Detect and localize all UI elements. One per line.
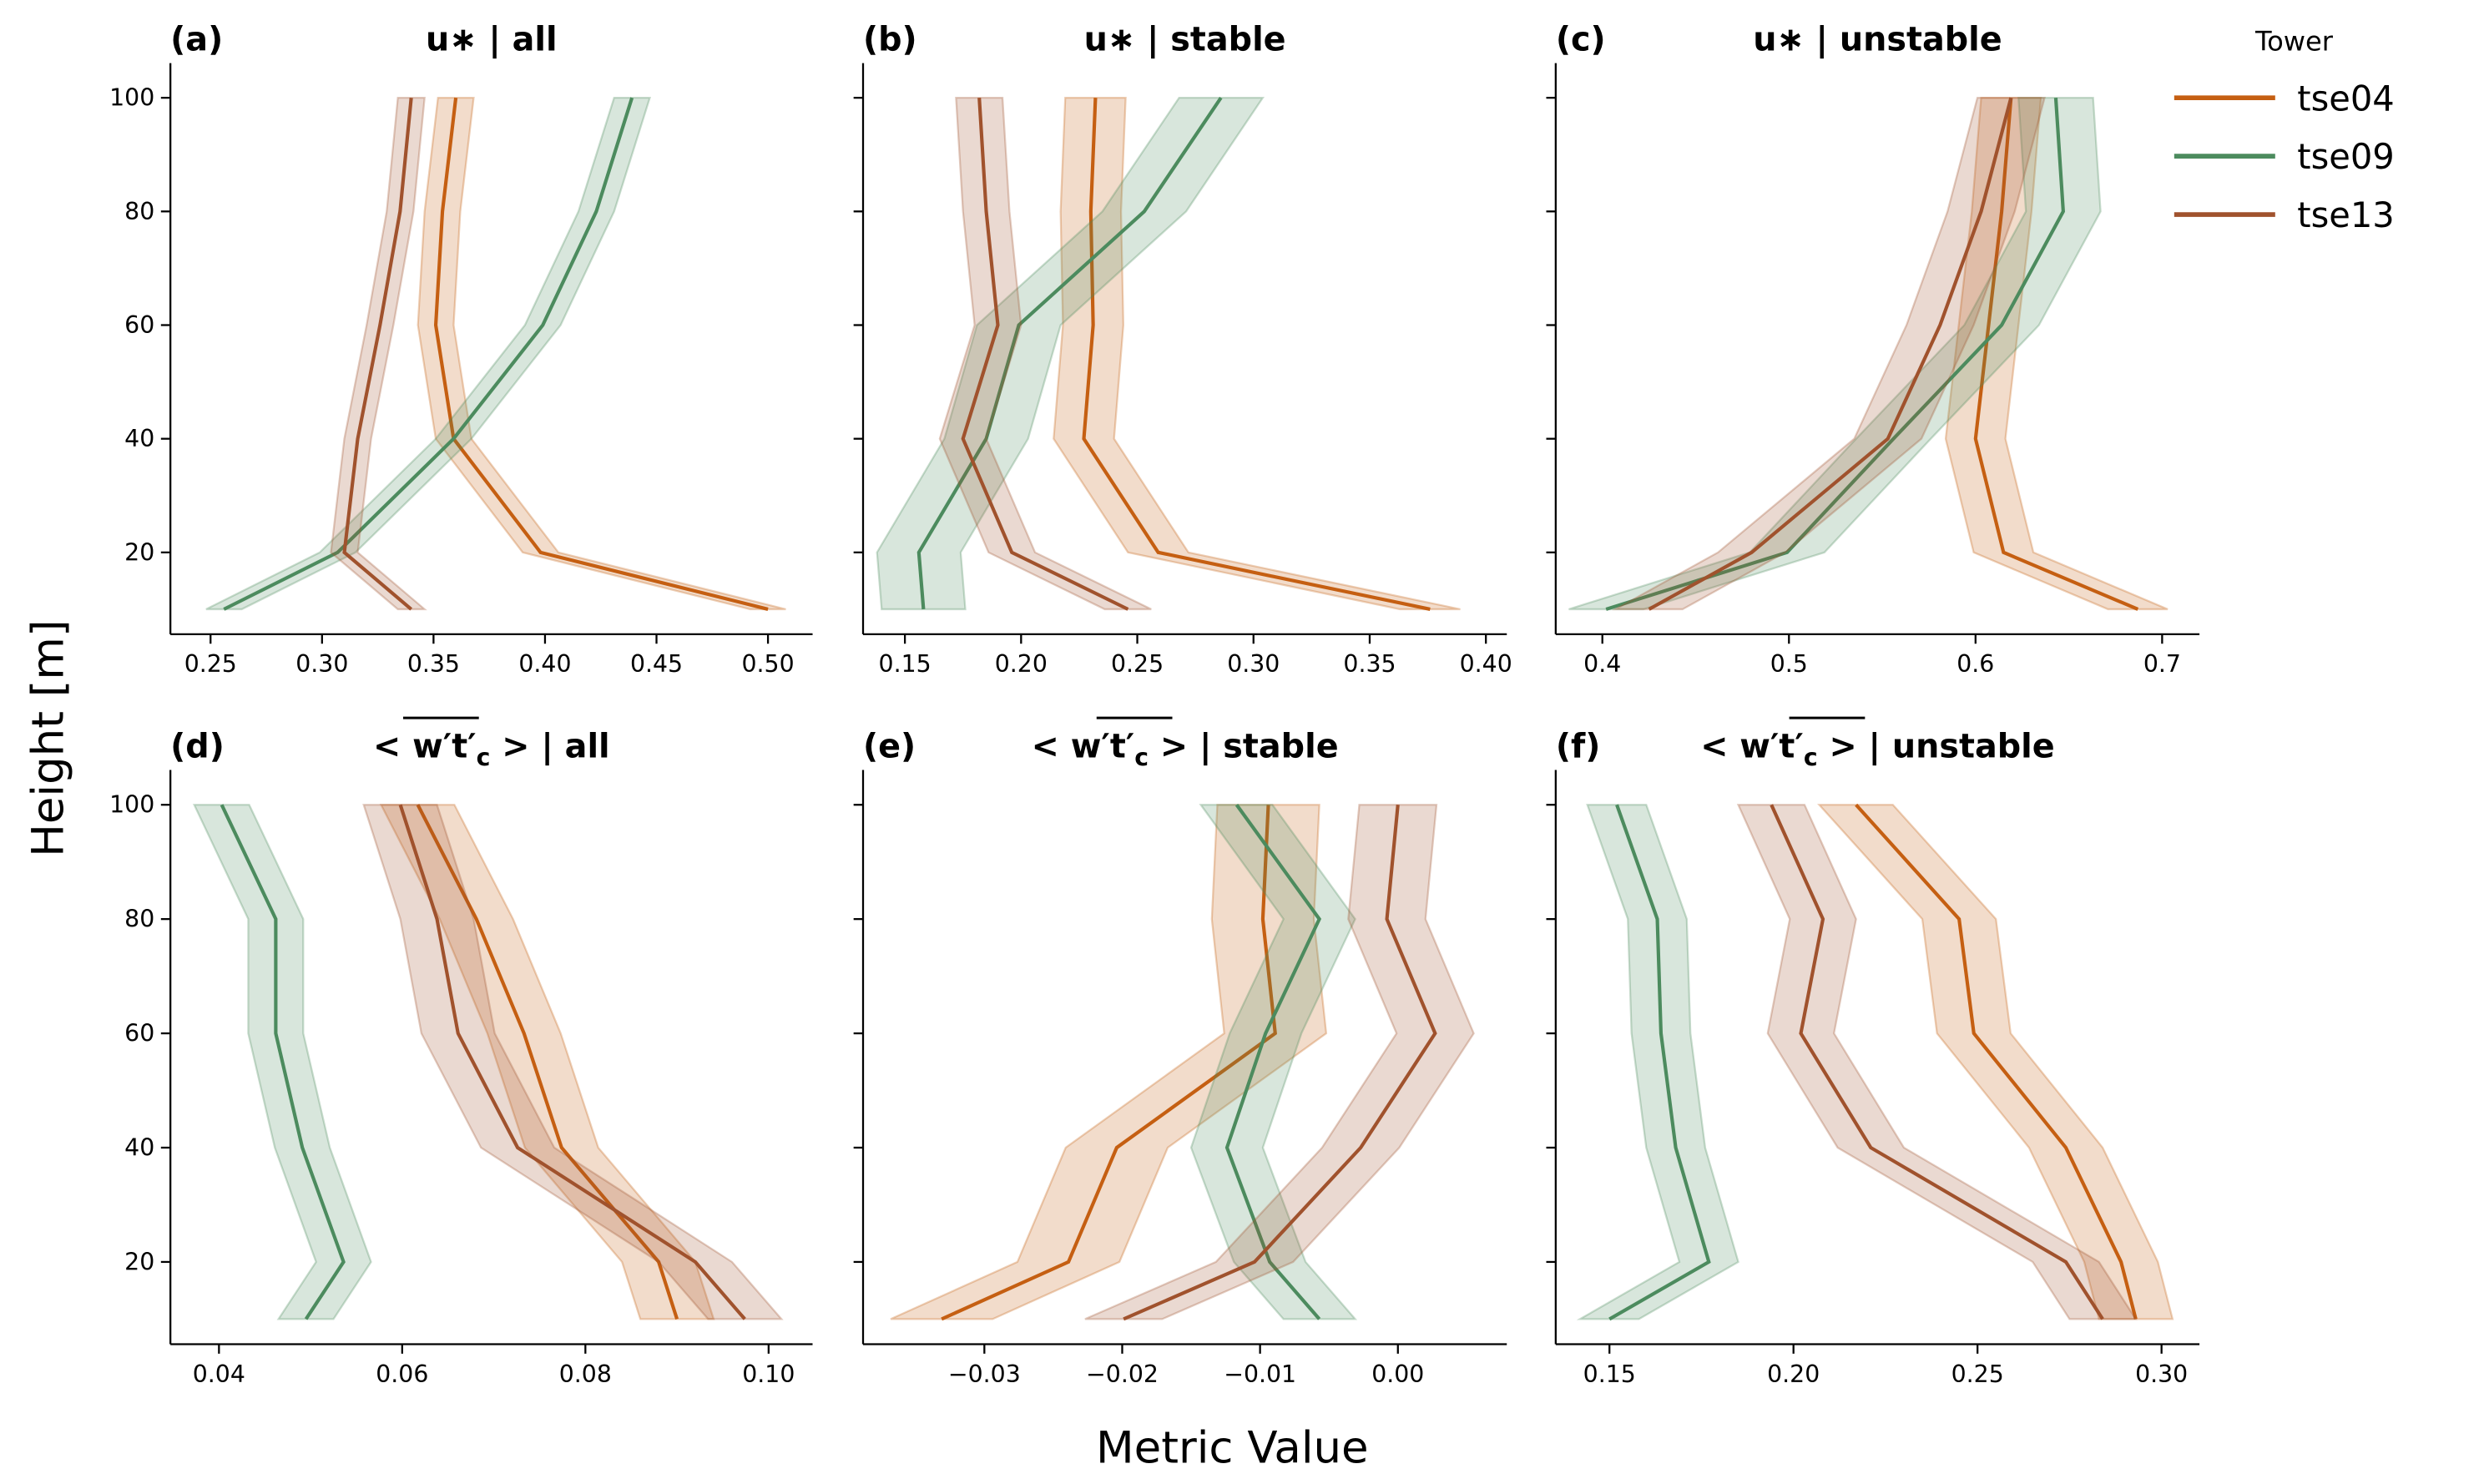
ci-band-tse04 [379,804,715,1320]
x-tick-label: 0.30 [295,650,348,678]
series-line-tse04 [941,805,1277,1321]
ci-band-tse09 [205,97,652,611]
x-tick-label: 0.30 [2135,1360,2188,1388]
panel-f: 0.15 0.20 0.25 0.30 (f) < w′t′c > | unstable [1546,716,2200,1388]
y-tick-label: 100 [109,791,154,819]
x-tick-label: 0.15 [879,650,932,678]
series-line-tse13 [1770,804,2104,1320]
legend-item-tse13: tse13 [2174,194,2395,235]
panel-title: < w′t′c > | unstable [1700,727,2055,770]
legend-title: Tower [2254,25,2334,57]
y-tick-label: 100 [109,84,154,112]
ci-band-tse13 [362,804,784,1320]
y-tick-label: 20 [124,538,154,566]
x-tick-label: 0.4 [1583,650,1621,678]
panel-a: 0.25 0.30 0.35 0.40 0.45 0.50 20 40 60 80 100 (a) u∗… [109,20,813,678]
series-line-tse09 [223,97,634,611]
panel-label: (e) [863,727,916,765]
series-line-tse13 [342,97,413,611]
panel-label: (a) [170,20,223,58]
x-tick-label: −0.01 [1224,1360,1296,1388]
ci-band-tse13 [1084,804,1475,1320]
legend: Tower tse04 tse09 tse13 [2174,25,2395,235]
y-tick-label: 60 [124,1020,154,1047]
ci-band-tse04 [417,97,786,611]
y-axis-label: Height [m] [23,619,74,857]
x-tick-label: 0.7 [2143,650,2181,678]
panel-label: (c) [1556,20,1606,58]
x-tick-label: 0.25 [1111,650,1164,678]
panels: 0.25 0.30 0.35 0.40 0.45 0.50 20 40 60 80 100 (a) u∗… [109,20,2200,1388]
x-tick-label: 0.6 [1956,650,1994,678]
y-tick-label: 80 [124,198,154,225]
x-tick-label: 0.20 [995,650,1048,678]
series-line-tse09 [220,804,346,1320]
ci-band-tse09 [1576,804,1739,1320]
panel-title: u∗ | all [426,20,558,58]
panel-label: (d) [170,727,225,765]
x-tick-label: 0.10 [742,1360,795,1388]
y-tick-label: 80 [124,906,154,933]
x-axis-label: Metric Value [1096,1422,1369,1473]
x-tick-label: 0.04 [193,1360,245,1388]
legend-label: tse09 [2297,136,2394,177]
x-tick-label: 0.20 [1767,1360,1820,1388]
panel-label: (f) [1556,727,1601,765]
x-tick-label: 0.45 [630,650,683,678]
x-tick-label: 0.08 [559,1360,612,1388]
series-line-tse04 [1855,803,2138,1320]
panel-title: u∗ | stable [1084,20,1286,58]
legend-label: tse04 [2297,78,2394,119]
series-line-tse04 [1082,98,1431,611]
panel-b: 0.15 0.20 0.25 0.30 0.35 0.40 (b) u∗ | stable [853,20,1512,678]
x-tick-label: 0.50 [742,650,795,678]
series-line-tse13 [1648,97,2013,611]
x-tick-label: −0.03 [948,1360,1021,1388]
legend-label: tse13 [2297,194,2394,235]
series-line-tse04 [416,804,679,1320]
series-line-tse09 [1224,804,1322,1320]
x-tick-label: 0.40 [1460,650,1512,678]
ci-band-tse09 [876,97,1265,611]
x-tick-label: 0.15 [1583,1360,1636,1388]
x-tick-label: 0.5 [1770,650,1808,678]
y-tick-label: 60 [124,311,154,339]
series-line-tse13 [961,98,1129,611]
series-line-tse04 [433,97,769,611]
y-tick-label: 40 [124,425,154,452]
x-tick-label: −0.02 [1086,1360,1159,1388]
panel-d: 0.04 0.06 0.08 0.10 20 40 60 80 100 (d) < w′t′c > … [109,716,813,1388]
series-line-tse09 [1608,804,1711,1321]
x-tick-label: 0.25 [1951,1360,2004,1388]
panel-label: (b) [863,20,917,58]
ci-band-tse13 [938,97,1152,611]
y-tick-label: 40 [124,1133,154,1161]
series-line-tse04 [1973,97,2139,611]
ci-band-tse13 [1736,804,2138,1320]
x-tick-label: 0.40 [518,650,571,678]
legend-item-tse09: tse09 [2174,136,2395,177]
panel-title: < w′t′c > | all [373,727,610,770]
ci-band-tse04 [890,804,1328,1320]
ci-band-tse13 [1611,97,2046,611]
y-tick-label: 20 [124,1248,154,1275]
panel-title: < w′t′c > | stable [1032,727,1339,770]
x-tick-label: 0.35 [1343,650,1396,678]
panel-e: −0.03 −0.02 −0.01 0.00 (e) < w′t′c > | stable [853,716,1507,1388]
x-tick-label: 0.25 [184,650,237,678]
panel-title: u∗ | unstable [1753,20,2002,58]
series-line-tse13 [398,804,746,1320]
series-line-tse09 [916,96,1223,610]
panel-c: 0.4 0.5 0.6 0.7 (c) u∗ | unstable [1546,20,2200,678]
series-line-tse13 [1123,805,1437,1321]
x-tick-label: 0.00 [1371,1360,1424,1388]
x-tick-label: 0.35 [407,650,460,678]
series-line-tse09 [1605,98,2065,611]
legend-item-tse04: tse04 [2174,78,2395,119]
x-tick-label: 0.30 [1227,650,1280,678]
x-tick-label: 0.06 [376,1360,428,1388]
